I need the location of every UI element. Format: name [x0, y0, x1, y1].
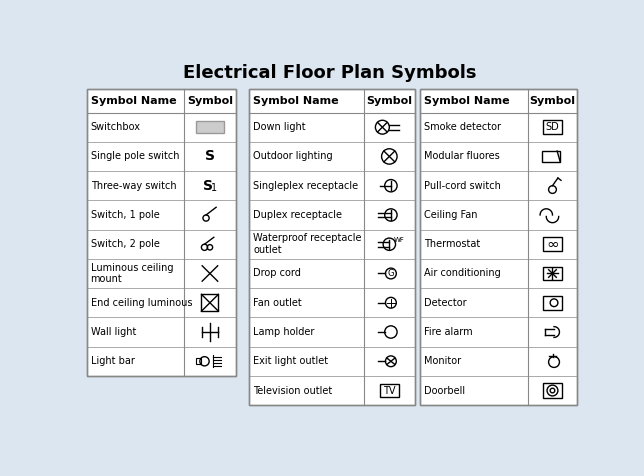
Text: Air conditioning: Air conditioning: [424, 268, 500, 278]
Text: Electrical Floor Plan Symbols: Electrical Floor Plan Symbols: [184, 63, 477, 81]
Text: Drop cord: Drop cord: [253, 268, 301, 278]
Text: Wall light: Wall light: [91, 327, 136, 337]
Text: Pull-cord switch: Pull-cord switch: [424, 181, 500, 191]
Text: G: G: [388, 269, 394, 278]
Bar: [543, 267, 562, 280]
Text: WF: WF: [394, 238, 405, 243]
Text: Doorbell: Doorbell: [424, 386, 465, 396]
Text: S: S: [203, 178, 213, 193]
Bar: [202, 294, 218, 311]
Text: Symbol Name: Symbol Name: [91, 96, 176, 106]
Bar: [87, 89, 236, 376]
Text: Monitor: Monitor: [424, 356, 461, 366]
Text: Luminous ceiling
mount: Luminous ceiling mount: [91, 263, 173, 284]
Bar: [87, 89, 236, 376]
Text: TV: TV: [383, 386, 395, 396]
Text: Television outlet: Television outlet: [253, 386, 332, 396]
Text: Outdoor lighting: Outdoor lighting: [253, 151, 333, 161]
Bar: [543, 296, 562, 310]
Text: Waterproof receptacle
outlet: Waterproof receptacle outlet: [253, 233, 362, 255]
Text: Thermostat: Thermostat: [424, 239, 480, 249]
Bar: [249, 89, 415, 405]
Bar: [420, 89, 576, 405]
Text: Duplex receptacle: Duplex receptacle: [253, 210, 343, 220]
Text: Down light: Down light: [253, 122, 306, 132]
Text: Detector: Detector: [424, 298, 466, 308]
Bar: [543, 383, 562, 398]
Text: Switchbox: Switchbox: [91, 122, 140, 132]
Text: Symbol Name: Symbol Name: [253, 96, 339, 106]
Text: Ceiling Fan: Ceiling Fan: [424, 210, 477, 220]
Bar: [420, 89, 576, 405]
Bar: [196, 121, 224, 133]
Text: Single pole switch: Single pole switch: [91, 151, 179, 161]
Text: Symbol: Symbol: [366, 96, 412, 106]
Text: ∞: ∞: [546, 237, 559, 252]
Text: End ceiling luminous: End ceiling luminous: [91, 298, 192, 308]
Bar: [249, 89, 415, 405]
Bar: [542, 151, 560, 162]
Text: Fire alarm: Fire alarm: [424, 327, 473, 337]
Bar: [380, 384, 399, 397]
Bar: [543, 238, 562, 251]
Text: Fan outlet: Fan outlet: [253, 298, 302, 308]
Text: SD: SD: [545, 122, 560, 132]
Text: S: S: [205, 149, 215, 163]
Bar: [543, 120, 562, 134]
Text: Singleplex receptacle: Singleplex receptacle: [253, 181, 359, 191]
Text: Switch, 1 pole: Switch, 1 pole: [91, 210, 159, 220]
Text: Exit light outlet: Exit light outlet: [253, 356, 328, 366]
Text: Three-way switch: Three-way switch: [91, 181, 176, 191]
Text: Light bar: Light bar: [91, 356, 135, 366]
Text: Symbol Name: Symbol Name: [424, 96, 509, 106]
Text: Symbol: Symbol: [187, 96, 233, 106]
Text: 1: 1: [211, 183, 217, 193]
Text: Smoke detector: Smoke detector: [424, 122, 501, 132]
Bar: [196, 358, 201, 364]
Text: Modular fluores: Modular fluores: [424, 151, 500, 161]
Text: Lamp holder: Lamp holder: [253, 327, 315, 337]
Text: Symbol: Symbol: [529, 96, 576, 106]
Text: Switch, 2 pole: Switch, 2 pole: [91, 239, 160, 249]
